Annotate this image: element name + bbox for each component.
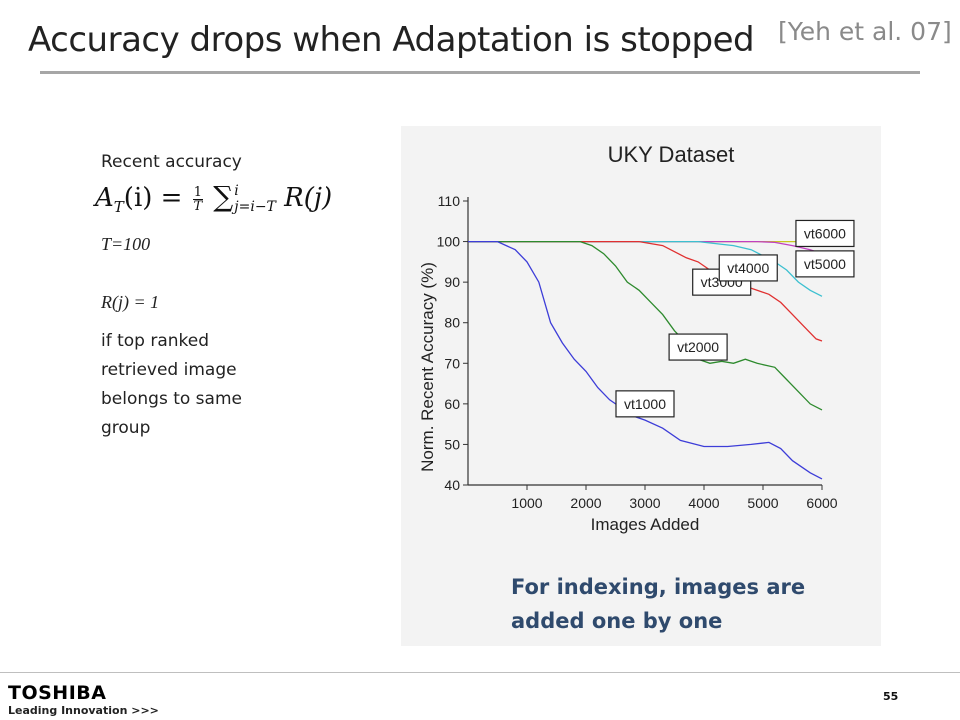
chart-caption-line: For indexing, images are xyxy=(511,575,805,599)
x-tick-label: 1000 xyxy=(511,495,542,511)
formula-sum: ∑ xyxy=(213,180,234,213)
y-ticks: 40 50 60 70 80 90 100 110 xyxy=(437,193,468,493)
chart-title: UKY Dataset xyxy=(608,142,735,167)
formula-sum-top: i xyxy=(234,183,239,199)
formula-limits: i j=i−T xyxy=(234,183,276,215)
formula-lhs: A xyxy=(95,183,114,213)
x-axis-label: Images Added xyxy=(591,515,700,534)
t-value: T=100 xyxy=(101,234,151,254)
annotation-label: vt6000 xyxy=(804,225,846,241)
x-tick-label: 5000 xyxy=(747,495,778,511)
x-tick-label: 2000 xyxy=(570,495,601,511)
x-tick-label: 3000 xyxy=(629,495,660,511)
formula-rhs: R(j) xyxy=(284,183,333,213)
series-line-vt5000 xyxy=(468,240,823,255)
y-axis-label: Norm. Recent Accuracy (%) xyxy=(418,262,437,472)
formula-sum-bottom: j=i−T xyxy=(234,199,276,215)
chart-panel: UKY Dataset 40 50 60 70 80 90 100 110 1000 2000 3… xyxy=(401,126,881,646)
annotation-vt4000: vt4000 xyxy=(718,254,778,282)
y-tick-label: 90 xyxy=(444,274,460,290)
rj-description-line: if top ranked xyxy=(101,331,210,351)
rj-description: if top ranked retrieved image belongs to… xyxy=(101,327,242,443)
annotation-label: vt1000 xyxy=(624,396,666,412)
page-number: 55 xyxy=(883,690,899,703)
annotation-vt5000: vt5000 xyxy=(795,250,855,278)
y-tick-label: 40 xyxy=(444,477,460,493)
y-tick-label: 60 xyxy=(444,396,460,412)
annotation-box xyxy=(718,254,778,282)
rj-description-line: retrieved image xyxy=(101,360,237,380)
formula-lhs-arg: (i) = xyxy=(123,183,183,213)
uky-accuracy-chart: UKY Dataset 40 50 60 70 80 90 100 110 1000 2000 3… xyxy=(418,142,855,633)
rj-description-line: group xyxy=(101,418,151,438)
annotation-vt6000: vt6000 xyxy=(795,219,855,248)
annotation-box xyxy=(668,333,728,361)
chart-caption-line: added one by one xyxy=(511,609,722,633)
title-divider xyxy=(40,71,920,74)
formula-lhs-sub: T xyxy=(113,198,124,217)
toshiba-logo: TOSHIBA xyxy=(8,682,107,704)
formula-frac-num: 1 xyxy=(192,184,203,200)
annotation-vt1000: vt1000 xyxy=(615,390,675,418)
rj-description-line: belongs to same xyxy=(101,389,242,409)
annotation-label: vt4000 xyxy=(727,260,769,276)
slide-title: Accuracy drops when Adaptation is stoppe… xyxy=(28,20,755,60)
y-tick-label: 50 xyxy=(444,436,460,452)
citation: [Yeh et al. 07] xyxy=(778,17,952,46)
footer-divider xyxy=(0,672,960,673)
x-ticks: 1000 2000 3000 4000 5000 6000 xyxy=(511,485,838,511)
annotation-box xyxy=(615,390,675,418)
y-tick-label: 100 xyxy=(437,234,461,250)
recent-accuracy-heading: Recent accuracy xyxy=(101,152,242,172)
y-tick-label: 110 xyxy=(438,193,461,209)
formula-frac-den: T xyxy=(193,198,203,214)
annotation-box xyxy=(795,250,855,278)
annotation-label: vt2000 xyxy=(677,339,719,355)
x-tick-label: 4000 xyxy=(688,495,719,511)
brand-tagline: Leading Innovation >>> xyxy=(8,704,159,717)
x-tick-label: 6000 xyxy=(806,495,837,511)
y-tick-label: 70 xyxy=(444,355,460,371)
annotation-box xyxy=(795,219,855,248)
rj-value: R(j) = 1 xyxy=(101,292,160,312)
annotation-vt2000: vt2000 xyxy=(668,333,728,361)
y-tick-label: 80 xyxy=(444,315,460,331)
annotation-label: vt5000 xyxy=(804,256,846,272)
